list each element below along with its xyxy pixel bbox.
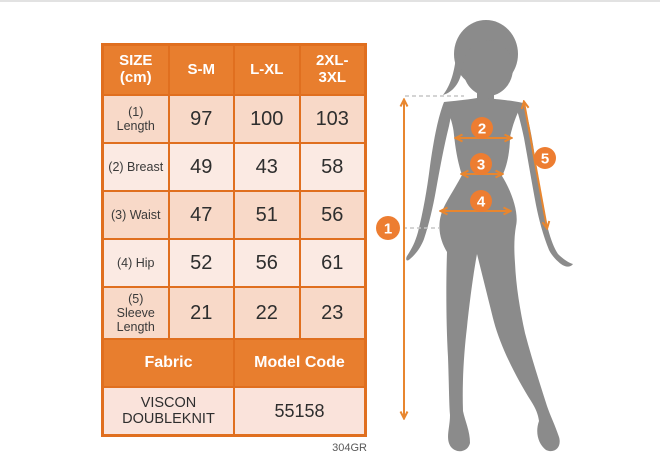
size-table: SIZE (cm) S-M L-XL 2XL- 3XL (1) Length 9… (101, 43, 367, 437)
woman-silhouette (406, 20, 573, 452)
right-arm (515, 103, 573, 267)
row-label-breast: (2) Breast (104, 144, 168, 190)
waist-l-xl: 51 (235, 192, 299, 238)
sleeve-2xl-3xl: 23 (300, 288, 364, 338)
breast-s-m: 49 (169, 144, 233, 190)
marker-4: 4 (470, 190, 492, 212)
row-label-waist: (3) Waist (104, 192, 168, 238)
length-l-xl: 100 (235, 96, 299, 142)
svg-text:4: 4 (477, 193, 486, 210)
sleeve-l-xl: 22 (235, 288, 299, 338)
measurement-figure: 1 2 3 4 5 (376, 20, 573, 452)
left-arm (406, 102, 452, 261)
waist-2xl-3xl: 56 (300, 192, 364, 238)
hip-s-m: 52 (169, 240, 233, 286)
row-label-length: (1) Length (104, 96, 168, 142)
svg-text:3: 3 (477, 156, 485, 173)
model-code-value: 55158 (235, 388, 364, 434)
waist-s-m: 47 (169, 192, 233, 238)
sleeve-arrow (524, 102, 547, 228)
marker-1: 1 (376, 216, 400, 240)
breast-l-xl: 43 (235, 144, 299, 190)
marker-3: 3 (470, 153, 492, 175)
product-code: 304GR (332, 442, 367, 454)
fabric-value: VISCON DOUBLEKNIT (104, 388, 233, 434)
row-label-sleeve-length: (5) Sleeve Length (104, 288, 168, 338)
header-fabric: Fabric (104, 340, 233, 386)
svg-text:1: 1 (384, 220, 392, 237)
marker-5: 5 (534, 147, 556, 169)
row-label-hip: (4) Hip (104, 240, 168, 286)
breast-2xl-3xl: 58 (300, 144, 364, 190)
marker-2: 2 (471, 117, 493, 139)
header-model-code: Model Code (235, 340, 364, 386)
hip-l-xl: 56 (235, 240, 299, 286)
length-s-m: 97 (169, 96, 233, 142)
length-2xl-3xl: 103 (300, 96, 364, 142)
sleeve-s-m: 21 (169, 288, 233, 338)
header-l-xl: L-XL (235, 46, 299, 94)
svg-text:2: 2 (478, 120, 486, 137)
header-2xl-3xl: 2XL- 3XL (300, 46, 364, 94)
svg-text:5: 5 (541, 150, 549, 167)
header-size-cm: SIZE (cm) (104, 46, 168, 94)
hip-2xl-3xl: 61 (300, 240, 364, 286)
header-s-m: S-M (169, 46, 233, 94)
